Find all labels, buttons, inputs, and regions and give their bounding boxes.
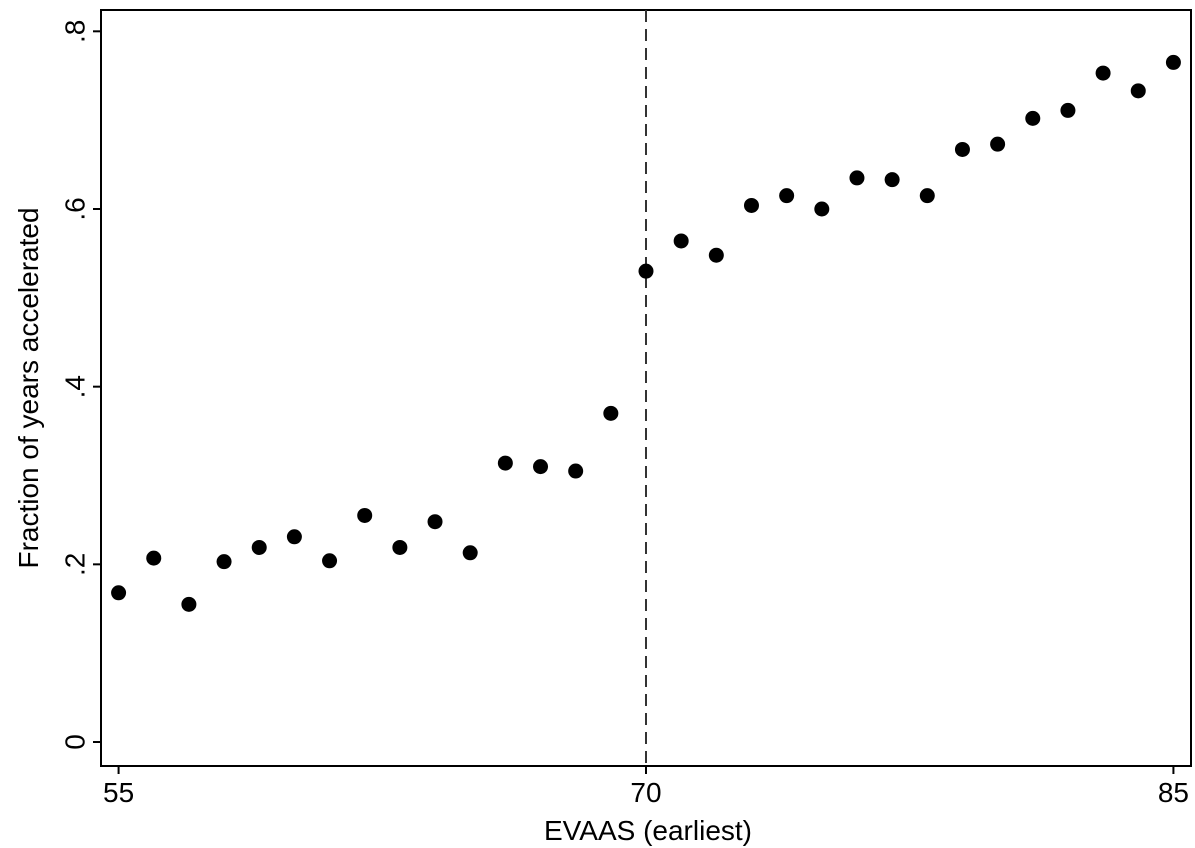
- data-point: [533, 459, 549, 475]
- data-point: [603, 405, 619, 421]
- data-point: [708, 247, 724, 263]
- data-point: [568, 463, 584, 479]
- data-point: [216, 554, 232, 570]
- data-point: [1060, 102, 1076, 118]
- data-point: [814, 201, 830, 217]
- y-axis-title: Fraction of years accelerated: [13, 207, 44, 568]
- y-tick-label: 0: [60, 734, 91, 750]
- x-axis-title: EVAAS (earliest): [544, 815, 752, 846]
- data-point: [779, 188, 795, 204]
- x-tick-label: 85: [1158, 777, 1189, 808]
- data-point: [357, 507, 373, 523]
- x-tick-label: 55: [103, 777, 134, 808]
- data-point: [1025, 110, 1041, 126]
- data-point: [286, 529, 302, 545]
- data-points: [111, 54, 1181, 612]
- data-point: [462, 545, 478, 561]
- data-point: [673, 233, 689, 249]
- y-tick-label: .8: [60, 20, 91, 43]
- x-axis-ticks: 55 70 85: [103, 766, 1189, 808]
- y-tick-label: .2: [60, 553, 91, 576]
- y-tick-label: .4: [60, 375, 91, 398]
- data-point: [427, 514, 443, 530]
- x-tick-label: 70: [630, 777, 661, 808]
- data-point: [1165, 54, 1181, 70]
- data-point: [497, 455, 513, 471]
- data-point: [146, 550, 162, 566]
- data-point: [322, 553, 338, 569]
- data-point: [954, 141, 970, 157]
- data-point: [990, 136, 1006, 152]
- data-point: [111, 585, 127, 601]
- data-point: [1095, 65, 1111, 81]
- data-point: [849, 170, 865, 186]
- data-point: [638, 263, 654, 279]
- data-point: [1130, 83, 1146, 99]
- y-axis-ticks: 0 .2 .4 .6 .8: [60, 20, 101, 750]
- data-point: [743, 197, 759, 213]
- data-point: [919, 188, 935, 204]
- data-point: [884, 172, 900, 188]
- data-point: [181, 596, 197, 612]
- data-point: [251, 539, 267, 555]
- data-point: [392, 539, 408, 555]
- y-tick-label: .6: [60, 197, 91, 220]
